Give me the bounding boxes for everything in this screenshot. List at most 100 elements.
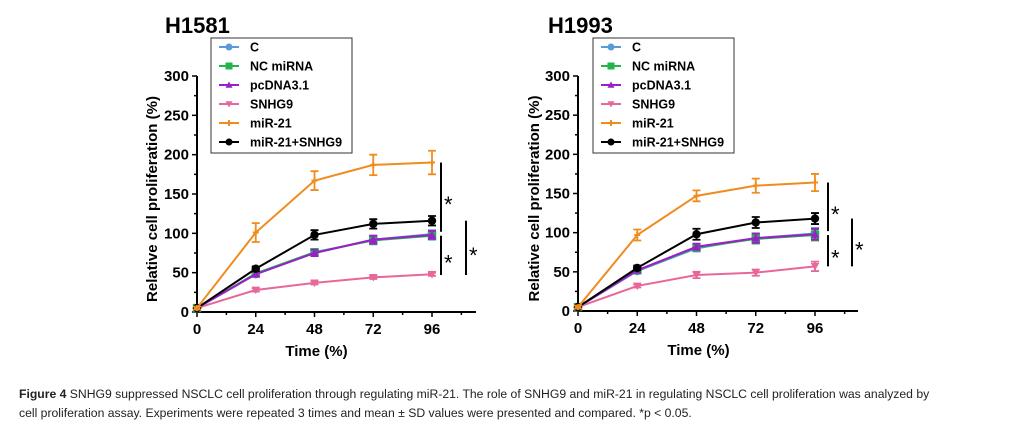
- legend-marker: [607, 138, 615, 146]
- x-tick-label: 0: [193, 321, 201, 338]
- data-point: [810, 214, 820, 223]
- legend-label: C: [250, 41, 259, 55]
- data-point: [751, 269, 760, 277]
- y-tick-label: 50: [553, 264, 570, 281]
- series-nc-mirna: [192, 230, 437, 313]
- legend-item: miR-21: [601, 117, 674, 131]
- significance-star: *: [831, 246, 840, 271]
- legend: C NC miRNA pcDNA3.1 SNHG9 miR-21 miR-21+SNHG9: [592, 37, 735, 154]
- chart-panel-h1993: H1993 0 50 100 150 200 250 300 0 24 48 72 96 Time (%)…: [526, 13, 864, 359]
- data-point: [427, 230, 437, 239]
- x-tick-label: 24: [629, 320, 646, 337]
- data-point: [369, 235, 378, 243]
- x-tick-label: 24: [247, 321, 264, 338]
- legend-item: pcDNA3.1: [601, 79, 691, 93]
- chart-panel-h1581: H1581 0 50 100 150 200 250 300 0 24 48 72 96 Time (%)…: [144, 13, 478, 360]
- data-point: [370, 161, 377, 168]
- legend-item: SNHG9: [601, 98, 675, 112]
- legend-item: miR-21: [219, 117, 292, 131]
- legend-item: C: [601, 41, 641, 55]
- series-snhg9: [573, 260, 820, 312]
- y-tick-label: 150: [545, 186, 570, 203]
- data-point: [633, 263, 642, 273]
- data-point: [311, 177, 318, 184]
- data-point: [693, 192, 700, 199]
- data-point: [752, 182, 759, 189]
- series-mir-21-snhg9: [573, 212, 820, 312]
- data-point: [427, 216, 437, 225]
- data-point: [751, 218, 760, 227]
- data-point: [194, 305, 200, 312]
- y-tick-label: 100: [164, 225, 189, 242]
- y-tick-label: 300: [545, 68, 570, 85]
- significance-star: *: [831, 202, 840, 227]
- x-tick-label: 72: [365, 321, 382, 338]
- legend-marker: [607, 43, 615, 51]
- chart-title: H1581: [165, 13, 230, 38]
- legend-item: NC miRNA: [601, 60, 695, 74]
- y-tick-label: 0: [562, 303, 570, 320]
- legend: C NC miRNA pcDNA3.1 SNHG9 miR-21 miR-21+SNHG9: [210, 37, 353, 154]
- series-mir-21: [574, 173, 819, 311]
- y-axis-label: Relative cell proliferation (%): [144, 96, 161, 302]
- figure: H1581 0 50 100 150 200 250 300 0 24 48 72 96 Time (%)…: [144, 13, 864, 360]
- caption-label: Figure 4: [19, 387, 67, 401]
- series-snhg9: [192, 270, 437, 313]
- x-tick-label: 96: [807, 320, 824, 337]
- legend-marker: [607, 101, 615, 108]
- series-mir-21: [193, 149, 436, 312]
- data-point: [310, 230, 319, 240]
- legend-item: miR-21+SNHG9: [219, 136, 342, 150]
- legend-item: NC miRNA: [219, 60, 313, 74]
- legend-label: NC miRNA: [632, 60, 695, 74]
- legend-label: SNHG9: [250, 98, 293, 112]
- legend-marker: [607, 62, 615, 70]
- data-point: [810, 230, 820, 238]
- data-point: [369, 274, 378, 282]
- y-tick-label: 50: [172, 265, 189, 282]
- data-point: [812, 179, 818, 186]
- legend-marker: [225, 138, 233, 146]
- legend-label: C: [632, 41, 641, 55]
- data-point: [633, 282, 642, 291]
- significance-star: *: [855, 237, 864, 262]
- legend-item: C: [219, 41, 259, 55]
- legend-marker: [226, 120, 232, 126]
- data-point: [429, 159, 435, 166]
- series-c: [192, 229, 437, 313]
- significance-star: *: [444, 192, 453, 217]
- data-point: [251, 264, 260, 273]
- legend-label: NC miRNA: [250, 60, 313, 74]
- legend-box: [210, 37, 353, 154]
- x-tick-label: 48: [306, 321, 323, 338]
- legend-marker: [225, 101, 233, 108]
- y-tick-label: 200: [545, 146, 570, 163]
- y-tick-label: 100: [545, 225, 570, 242]
- legend-label: pcDNA3.1: [250, 79, 309, 93]
- series-line: [196, 273, 433, 310]
- data-point: [251, 270, 260, 278]
- significance-star: *: [469, 243, 478, 268]
- legend-marker: [225, 81, 233, 88]
- caption-line-1: Figure 4 SNHG9 suppressed NSCLC cell pro…: [19, 385, 999, 404]
- x-tick-label: 48: [688, 320, 705, 337]
- data-point: [692, 242, 701, 251]
- legend-item: pcDNA3.1: [219, 79, 309, 93]
- data-point: [251, 286, 260, 295]
- legend-label: pcDNA3.1: [632, 79, 691, 93]
- legend-label: miR-21: [250, 117, 292, 131]
- data-point: [634, 232, 641, 239]
- data-point: [252, 229, 259, 236]
- x-tick-label: 96: [424, 321, 441, 338]
- y-tick-label: 200: [164, 147, 189, 164]
- y-tick-label: 300: [164, 68, 189, 85]
- y-tick-label: 0: [181, 304, 189, 321]
- data-point: [310, 248, 319, 257]
- data-point: [692, 271, 701, 280]
- legend-marker: [225, 43, 233, 51]
- y-axis-label: Relative cell proliferation (%): [526, 96, 543, 302]
- legend-marker: [225, 62, 233, 70]
- x-tick-label: 72: [747, 320, 764, 337]
- legend-label: miR-21+SNHG9: [250, 136, 342, 150]
- x-axis-label: Time (%): [667, 342, 729, 359]
